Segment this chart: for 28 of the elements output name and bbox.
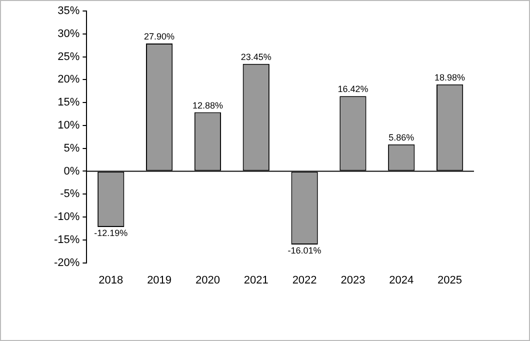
data-label: -12.19% xyxy=(94,228,128,238)
y-tick-label: 20% xyxy=(58,74,80,86)
x-tick-label: 2021 xyxy=(244,274,268,286)
y-tick-label: 0% xyxy=(64,165,80,178)
y-tick-label: -5% xyxy=(60,188,80,200)
x-tick-label: 2018 xyxy=(98,274,124,286)
y-tick-label: 35% xyxy=(58,5,80,18)
y-tick-label: -15% xyxy=(54,234,80,246)
y-tick-label: 30% xyxy=(58,28,80,40)
data-label: 16.42% xyxy=(338,84,368,94)
data-label: -16.01% xyxy=(288,246,322,256)
x-tick-label: 2025 xyxy=(438,274,462,286)
data-label: 23.45% xyxy=(240,52,272,62)
y-tick-label: 5% xyxy=(64,142,80,154)
x-tick-label: 2023 xyxy=(340,274,366,286)
x-tick-label: 2022 xyxy=(292,274,317,286)
x-tick-label: 2020 xyxy=(195,274,220,286)
data-label: 5.86% xyxy=(388,132,414,142)
y-tick-label: -10% xyxy=(54,211,80,224)
data-label: 18.98% xyxy=(434,72,466,82)
y-tick-label: 15% xyxy=(58,96,80,109)
data-label: 12.88% xyxy=(192,100,223,110)
y-tick-label: 10% xyxy=(58,119,80,132)
x-tick-label: 2019 xyxy=(147,274,172,286)
data-label: 27.90% xyxy=(144,31,175,42)
x-tick-label: 2024 xyxy=(389,274,414,286)
y-tick-label: -20% xyxy=(54,256,80,269)
y-tick-label: 25% xyxy=(58,50,80,63)
